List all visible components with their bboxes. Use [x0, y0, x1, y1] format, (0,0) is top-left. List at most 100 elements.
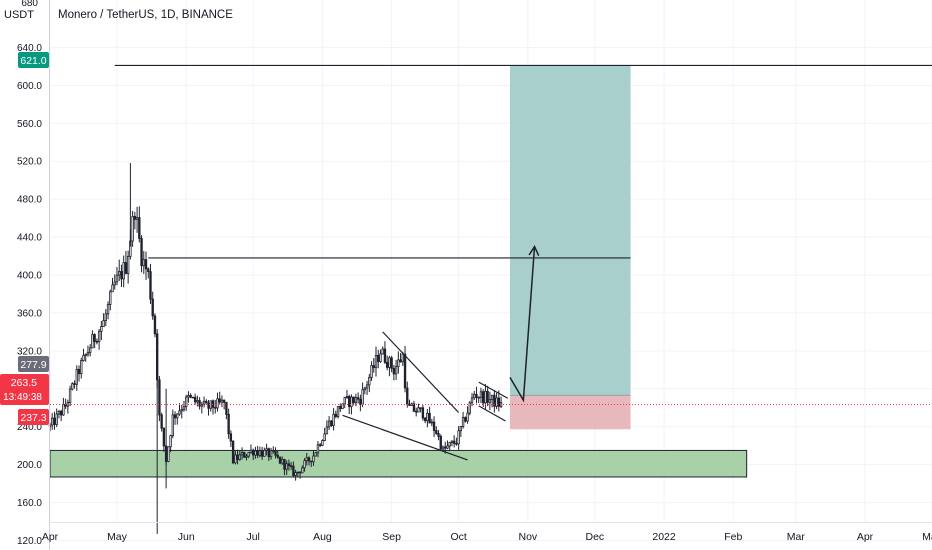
candle	[227, 408, 230, 439]
candle	[490, 394, 494, 408]
candle	[95, 338, 99, 345]
candle	[82, 348, 85, 362]
candle	[216, 392, 219, 412]
candle	[185, 394, 188, 411]
candle-body	[490, 394, 494, 401]
candle	[59, 409, 63, 422]
candle-body	[305, 457, 308, 462]
candle-body	[368, 377, 371, 386]
candle	[258, 446, 262, 458]
candle	[189, 393, 192, 399]
candle-body	[486, 390, 489, 403]
candle-body	[202, 400, 206, 405]
candle-body	[178, 410, 181, 415]
x-tick-label: Apr	[42, 531, 59, 543]
candle-body	[352, 396, 355, 403]
candle	[350, 394, 353, 415]
candle	[263, 447, 266, 457]
candle	[160, 412, 163, 432]
chart-title: Monero / TetherUS, 1D, BINANCE	[58, 9, 233, 21]
candle-body	[354, 397, 358, 403]
candle-body	[77, 368, 81, 375]
candle	[207, 399, 210, 416]
candle	[363, 386, 367, 395]
candle	[470, 393, 474, 407]
candle-body	[319, 444, 322, 446]
candle-body	[267, 448, 271, 458]
candle-body	[426, 412, 429, 422]
candle	[151, 291, 154, 320]
candle-body	[180, 409, 183, 412]
candle-body	[289, 465, 293, 467]
loss-zone[interactable]	[509, 395, 631, 430]
wedge-upper-line[interactable]	[382, 331, 460, 413]
candle-body	[97, 330, 101, 342]
y-tick-label: 160.0	[17, 498, 42, 509]
candle	[426, 408, 429, 428]
candle-body	[153, 315, 157, 335]
candle-body	[57, 410, 61, 415]
candle	[104, 309, 108, 327]
candle-body	[314, 452, 317, 457]
candle	[252, 448, 255, 461]
candle-body	[254, 450, 257, 456]
candle-body	[432, 421, 436, 431]
candle	[205, 399, 208, 404]
candle	[368, 373, 371, 393]
candle-body	[59, 410, 63, 416]
candle-body	[488, 399, 492, 403]
candle	[144, 251, 148, 281]
flag-upper-line[interactable]	[478, 381, 509, 399]
candle-body	[274, 450, 277, 456]
candle	[334, 410, 337, 419]
candle	[220, 395, 224, 408]
candle-body	[350, 396, 353, 408]
flag-lower-line[interactable]	[478, 405, 506, 422]
candle-body	[187, 395, 190, 398]
candle-body	[401, 353, 404, 363]
candle-body	[225, 401, 228, 415]
candle	[86, 345, 90, 357]
drawings[interactable]	[50, 64, 932, 461]
candle	[283, 458, 286, 476]
candle	[385, 355, 389, 371]
current-price-badge	[0, 374, 49, 405]
y-tick-label: 400.0	[17, 271, 42, 282]
candle-body	[307, 457, 311, 462]
candle	[370, 361, 373, 381]
candle	[231, 440, 235, 465]
candle-body	[75, 368, 78, 385]
candle	[276, 450, 279, 459]
candle-body	[281, 459, 284, 464]
candle	[327, 416, 331, 430]
candle	[140, 235, 143, 273]
candle	[468, 401, 471, 416]
candle	[432, 416, 436, 437]
candle-body	[256, 450, 259, 456]
candle	[109, 289, 112, 311]
support-zone[interactable]	[49, 449, 748, 478]
candle-body	[135, 217, 139, 220]
candle	[415, 407, 418, 417]
candle	[455, 437, 458, 446]
candle	[403, 345, 407, 393]
projection-arrow[interactable]	[509, 246, 536, 403]
candle-body	[207, 402, 210, 409]
wedge-lower-line[interactable]	[342, 414, 468, 461]
candle-body	[339, 406, 342, 410]
candle-body	[238, 454, 241, 460]
price-axis[interactable]: 120.0160.0200.0240.0280.0320.0360.0400.0…	[17, 0, 50, 550]
candle	[377, 349, 380, 369]
candle	[450, 440, 454, 447]
candle-body	[231, 440, 235, 464]
profit-zone[interactable]	[509, 65, 631, 396]
candle-body	[71, 383, 74, 390]
candle	[138, 206, 141, 243]
candle-body	[343, 397, 346, 405]
time-axis[interactable]: Apr May Jun Jul Aug Sep Oct Nov Dec 2022 Feb Mar Apr…	[42, 522, 932, 544]
candle	[339, 403, 342, 412]
candle	[234, 450, 237, 465]
candle-body	[332, 413, 335, 426]
candle-body	[383, 348, 387, 363]
